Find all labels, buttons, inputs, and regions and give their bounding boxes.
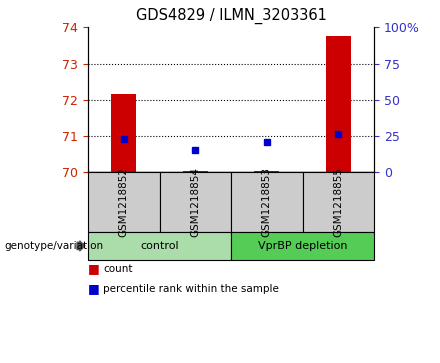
Text: control: control <box>140 241 179 251</box>
Text: count: count <box>103 264 133 274</box>
Text: ■: ■ <box>88 262 100 275</box>
Text: GSM1218852: GSM1218852 <box>119 167 129 237</box>
Bar <box>111 94 136 172</box>
Text: GSM1218854: GSM1218854 <box>190 167 200 237</box>
Title: GDS4829 / ILMN_3203361: GDS4829 / ILMN_3203361 <box>136 8 326 24</box>
Text: GSM1218853: GSM1218853 <box>262 167 272 237</box>
Text: percentile rank within the sample: percentile rank within the sample <box>103 284 279 294</box>
Text: ■: ■ <box>88 282 100 295</box>
Text: GSM1218855: GSM1218855 <box>333 167 343 237</box>
Bar <box>326 36 351 172</box>
Bar <box>254 171 279 172</box>
Bar <box>183 171 208 172</box>
Text: VprBP depletion: VprBP depletion <box>258 241 347 251</box>
Text: genotype/variation: genotype/variation <box>4 241 103 251</box>
